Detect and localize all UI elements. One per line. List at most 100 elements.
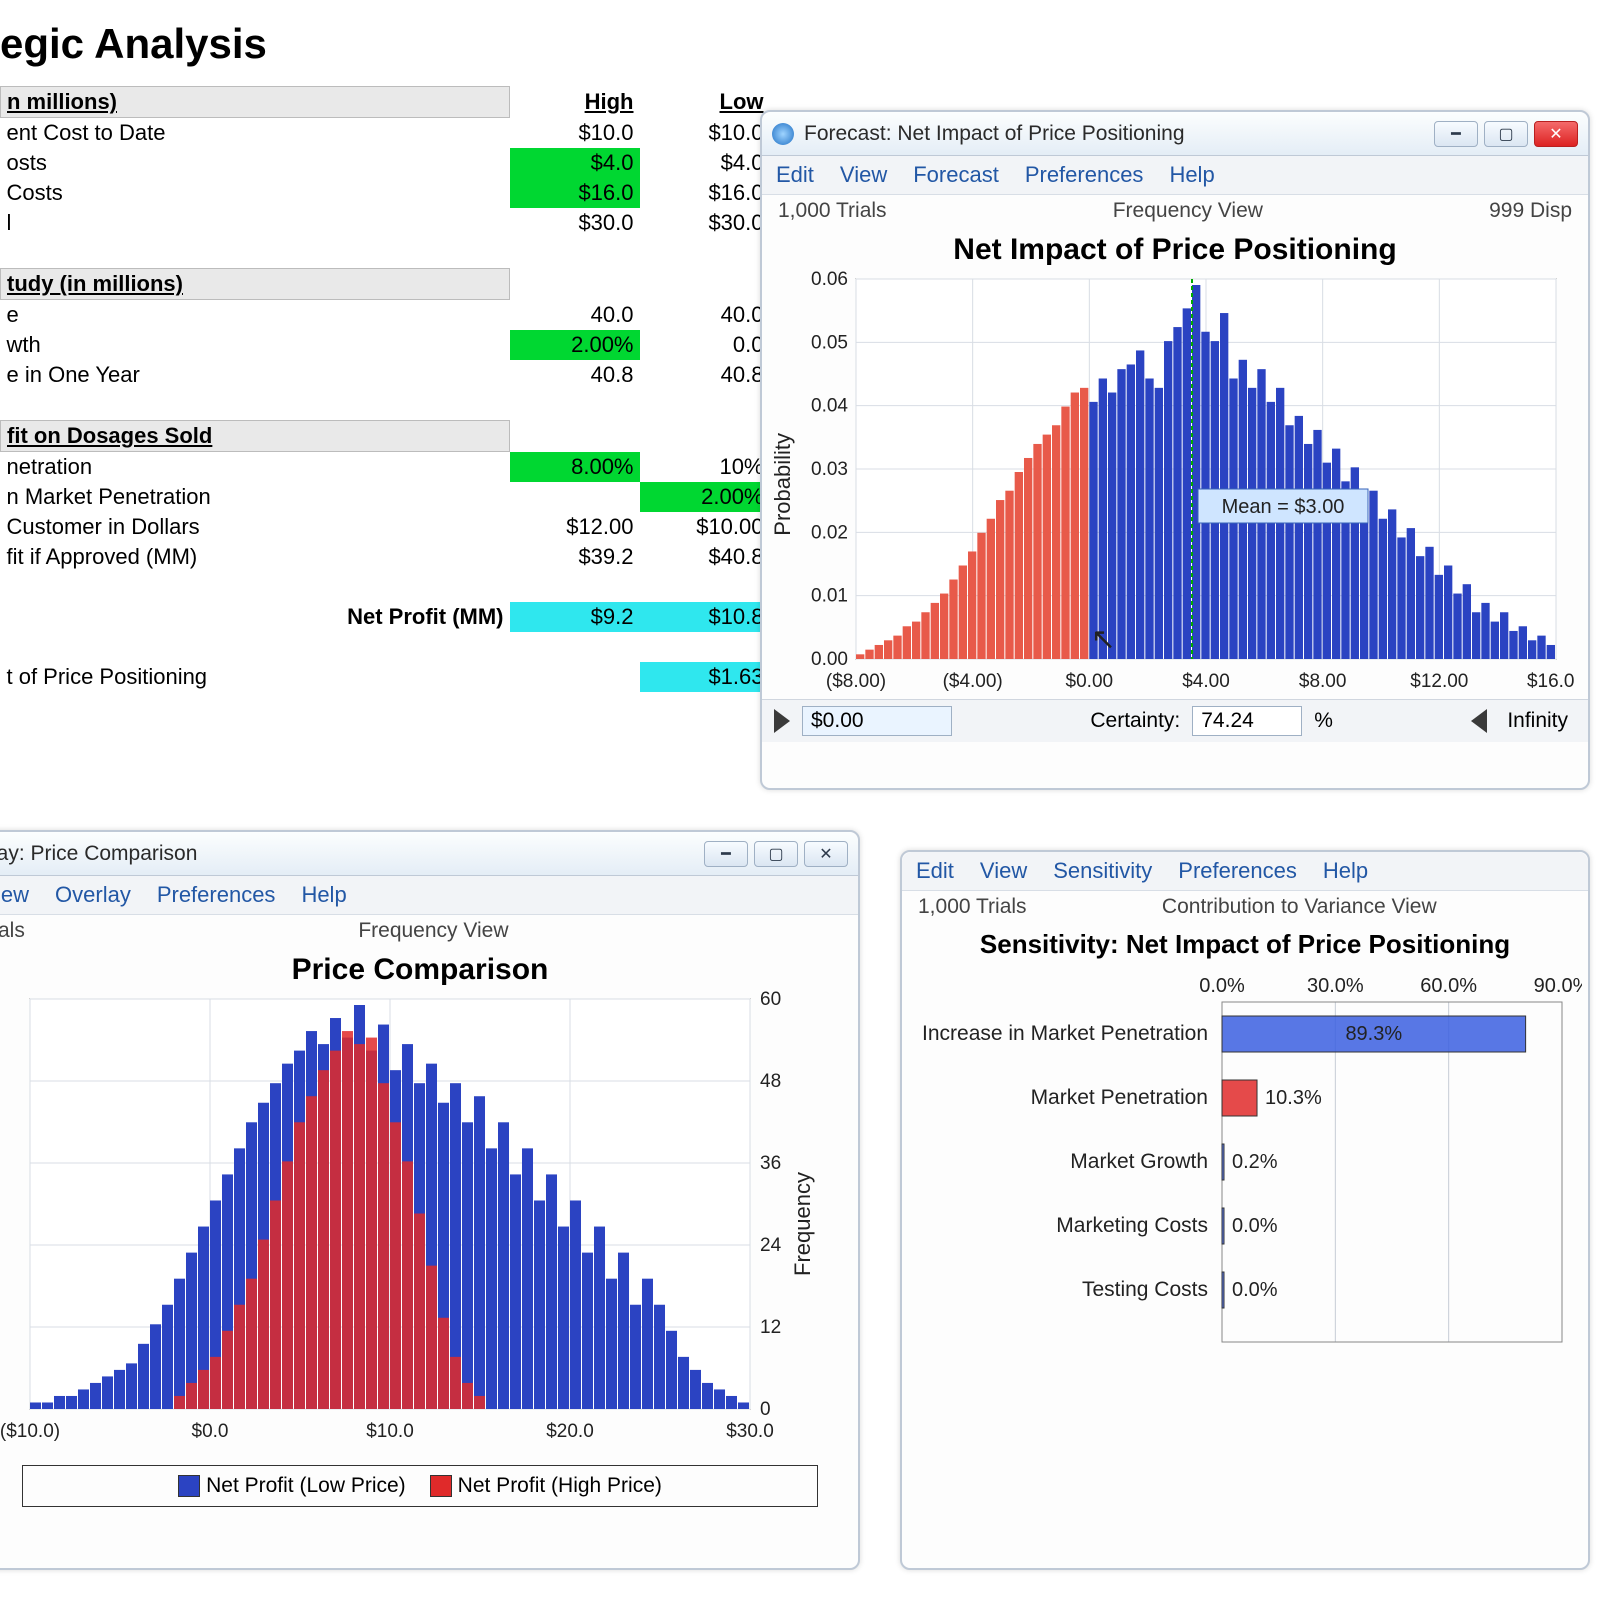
svg-text:89.3%: 89.3% [1345, 1023, 1402, 1045]
svg-text:24: 24 [760, 1235, 782, 1256]
overlay-window: lay: Price Comparison ━ ▢ ✕ lew Overlay Pr… [0, 830, 860, 1570]
minimize-button[interactable]: ━ [704, 841, 748, 867]
forecast-histogram: 0.06 0.05 0.04 0.03 0.02 0.01 0.00($8.00) ($4.0… [796, 269, 1574, 699]
close-button[interactable]: ✕ [804, 841, 848, 867]
legend-item: Net Profit (High Price) [430, 1474, 662, 1498]
svg-text:0: 0 [760, 1399, 771, 1420]
svg-text:0.06: 0.06 [811, 269, 848, 290]
menu-sensitivity[interactable]: Sensitivity [1053, 858, 1152, 884]
spreadsheet-panel: egic Analysis n millions)HighLowent Cost… [0, 20, 770, 692]
menubar[interactable]: lew Overlay Preferences Help [0, 876, 858, 915]
svg-text:($10.0): ($10.0) [0, 1421, 60, 1442]
svg-text:0.01: 0.01 [811, 586, 848, 607]
view-label: Frequency View [358, 919, 508, 943]
svg-text:↖: ↖ [1091, 623, 1116, 656]
svg-text:$4.00: $4.00 [1182, 671, 1230, 692]
svg-text:0.0%: 0.0% [1199, 975, 1245, 997]
svg-text:0.0%: 0.0% [1232, 1215, 1278, 1237]
menubar[interactable]: Edit View Forecast Preferences Help [762, 156, 1588, 195]
y-axis-label: Probability [770, 433, 796, 536]
menu-help[interactable]: Help [301, 882, 346, 908]
titlebar[interactable]: Forecast: Net Impact of Price Positionin… [762, 112, 1588, 156]
y-axis-label: Frequency [790, 1172, 816, 1276]
svg-text:$0.00: $0.00 [1066, 671, 1114, 692]
svg-text:0.0%: 0.0% [1232, 1279, 1278, 1301]
titlebar[interactable]: lay: Price Comparison ━ ▢ ✕ [0, 832, 858, 876]
svg-text:60.0%: 60.0% [1420, 975, 1477, 997]
menu-lew[interactable]: lew [0, 882, 29, 908]
svg-text:0.05: 0.05 [811, 332, 848, 353]
svg-text:$0.0: $0.0 [192, 1421, 229, 1442]
maximize-button[interactable]: ▢ [754, 841, 798, 867]
svg-text:90.0%: 90.0% [1534, 975, 1582, 997]
svg-text:Mean = $3.00: Mean = $3.00 [1222, 496, 1345, 518]
menu-view[interactable]: View [980, 858, 1027, 884]
svg-text:$30.0: $30.0 [726, 1421, 774, 1442]
close-button[interactable]: ✕ [1534, 121, 1578, 147]
svg-text:0.02: 0.02 [811, 522, 848, 543]
left-slider-icon[interactable] [774, 709, 790, 733]
svg-text:($4.00): ($4.00) [943, 671, 1003, 692]
chart-title: Price Comparison [0, 947, 858, 989]
svg-text:Testing Costs: Testing Costs [1082, 1278, 1208, 1301]
upper-bound-label: Infinity [1499, 709, 1576, 733]
minimize-button[interactable]: ━ [1434, 121, 1478, 147]
window-title: lay: Price Comparison [0, 842, 197, 866]
view-label: Frequency View [1113, 199, 1263, 223]
svg-text:$10.0: $10.0 [366, 1421, 414, 1442]
svg-text:60: 60 [760, 989, 781, 1010]
svg-text:48: 48 [760, 1071, 781, 1092]
svg-text:Market Penetration: Market Penetration [1031, 1086, 1208, 1109]
menu-edit[interactable]: Edit [776, 162, 814, 188]
menu-preferences[interactable]: Preferences [1178, 858, 1297, 884]
page-title: egic Analysis [0, 20, 770, 86]
analysis-table: n millions)HighLowent Cost to Date$10.0$… [0, 86, 770, 692]
svg-text:36: 36 [760, 1153, 781, 1174]
right-slider-icon[interactable] [1471, 709, 1487, 733]
svg-text:$20.0: $20.0 [546, 1421, 594, 1442]
menu-preferences[interactable]: Preferences [157, 882, 276, 908]
menu-view[interactable]: View [840, 162, 887, 188]
trials-label: 1,000 Trials [778, 199, 887, 223]
trials-label: 1,000 Trials [918, 895, 1027, 919]
view-label: Contribution to Variance View [1162, 895, 1437, 919]
menu-overlay[interactable]: Overlay [55, 882, 131, 908]
menu-help[interactable]: Help [1169, 162, 1214, 188]
svg-text:10.3%: 10.3% [1265, 1087, 1322, 1109]
displayed-label: 999 Disp [1489, 199, 1572, 223]
menu-help[interactable]: Help [1323, 858, 1368, 884]
svg-text:0.04: 0.04 [811, 396, 848, 417]
svg-text:$8.00: $8.00 [1299, 671, 1347, 692]
certainty-bar: Certainty: % Infinity [762, 699, 1588, 742]
lower-bound-input[interactable] [802, 706, 952, 736]
svg-text:($8.00): ($8.00) [826, 671, 886, 692]
svg-text:Market Growth: Market Growth [1070, 1150, 1208, 1173]
svg-text:0.03: 0.03 [811, 459, 848, 480]
app-icon [772, 123, 794, 145]
maximize-button[interactable]: ▢ [1484, 121, 1528, 147]
menu-forecast[interactable]: Forecast [913, 162, 999, 188]
overlay-histogram: 60483624120($10.0)$0.0$10.0$20.0$30.0 [0, 989, 790, 1459]
legend-item: Net Profit (Low Price) [178, 1474, 406, 1498]
trials-label: als [0, 919, 25, 943]
svg-text:Marketing Costs: Marketing Costs [1056, 1214, 1208, 1237]
sensitivity-window: Edit View Sensitivity Preferences Help 1,000… [900, 850, 1590, 1570]
chart-title: Sensitivity: Net Impact of Price Positio… [902, 923, 1588, 962]
chart-title: Net Impact of Price Positioning [762, 227, 1588, 269]
certainty-label: Certainty: [1090, 709, 1180, 733]
menu-preferences[interactable]: Preferences [1025, 162, 1144, 188]
svg-text:$12.00: $12.00 [1410, 671, 1468, 692]
menubar[interactable]: Edit View Sensitivity Preferences Help [902, 852, 1588, 891]
chart-legend: Net Profit (Low Price) Net Profit (High P… [22, 1465, 818, 1507]
svg-text:30.0%: 30.0% [1307, 975, 1364, 997]
svg-text:0.00: 0.00 [811, 649, 848, 670]
tornado-chart: 0.0% 30.0% 60.0% 90.0% Increase in Market Pe… [902, 962, 1582, 1522]
svg-text:0.2%: 0.2% [1232, 1151, 1278, 1173]
svg-text:Increase in Market Penetration: Increase in Market Penetration [922, 1022, 1208, 1045]
menu-edit[interactable]: Edit [916, 858, 954, 884]
percent-label: % [1314, 709, 1333, 733]
certainty-input[interactable] [1192, 706, 1302, 736]
window-title: Forecast: Net Impact of Price Positionin… [804, 122, 1185, 146]
svg-text:$16.00: $16.00 [1527, 671, 1574, 692]
forecast-window: Forecast: Net Impact of Price Positionin… [760, 110, 1590, 790]
